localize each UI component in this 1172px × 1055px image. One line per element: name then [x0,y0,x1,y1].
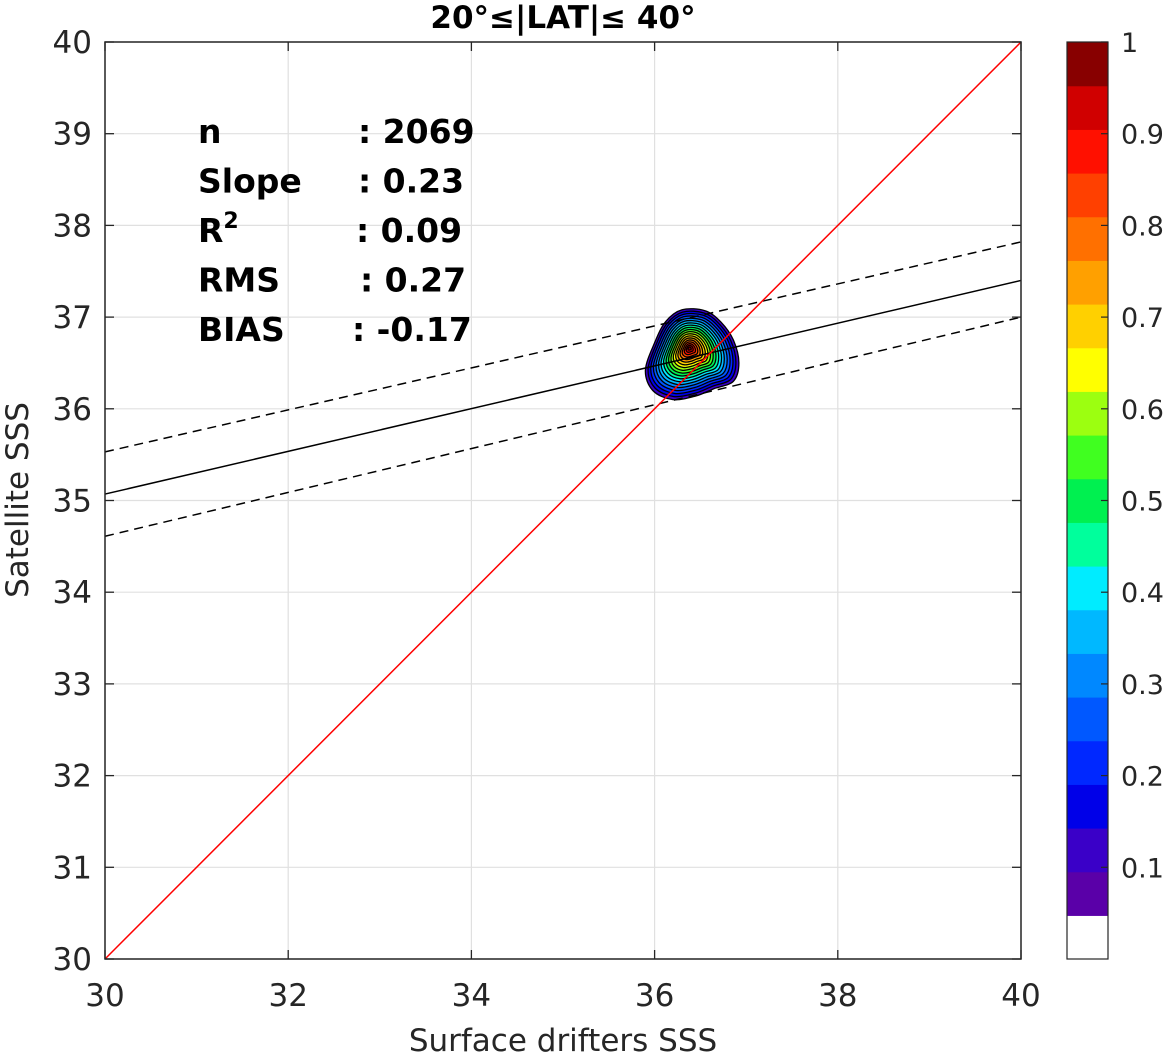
colorbar-segment [1067,260,1108,305]
fit-upper-bound-line [104,241,1022,453]
colorbar-segment [1067,85,1108,130]
colorbar-segment [1067,304,1108,349]
colorbar-tick-label: 0.2 [1121,762,1164,793]
colorbar-segment [1067,129,1108,174]
x-tick-label: 32 [268,978,307,1014]
y-axis-label: Satellite SSS [0,402,36,598]
density-contours [644,308,740,401]
colorbar-segment [1067,522,1108,567]
y-tick-label: 32 [53,759,92,795]
colorbar-segment [1067,871,1108,916]
y-tick-label: 40 [53,25,92,61]
colorbar-tick-label: 0.5 [1121,487,1164,518]
y-tick-label: 34 [53,575,92,611]
y-tick-label: 37 [53,300,92,336]
colorbar-tick-label: 1 [1121,28,1138,59]
colorbar-segment [1067,915,1108,960]
colorbar-segment [1067,42,1108,87]
x-axis-label: Surface drifters SSS [409,1023,717,1055]
colorbar-tick-label: 0.7 [1121,303,1164,334]
x-tick-label: 30 [85,978,124,1014]
statistics-box: n : 2069 Slope : 0.23 R2 : 0.09 RMS : 0.27 BIAS:… [198,112,475,349]
stat-label: R2 [198,209,239,250]
colorbar-tick-label: 0.6 [1121,395,1164,426]
colorbar-segment [1067,697,1108,742]
y-tick-label: 39 [53,117,92,153]
colorbar-segment [1067,216,1108,261]
stat-label: RMS [198,261,280,300]
colorbar-tick-label: 0.1 [1121,853,1164,884]
colorbar-segment [1067,784,1108,829]
colorbar-segment [1067,740,1108,785]
colorbar-tick-label: 0.8 [1121,211,1164,242]
y-tick-label: 31 [53,850,92,886]
x-tick-label: 38 [818,978,857,1014]
y-tick-label: 30 [53,942,92,978]
colorbar-segment [1067,347,1108,392]
x-tick-label: 36 [635,978,674,1014]
stat-label: n [198,112,222,151]
y-tick-label: 33 [53,667,92,703]
stat-value: : 0.23 [358,162,464,201]
colorbar-segment [1067,391,1108,436]
y-tick-label: 38 [53,208,92,244]
colorbar-tick-label: 0.9 [1121,120,1164,151]
fit-lower-bound-line [104,316,1022,537]
stat-value: : 0.27 [360,261,466,300]
stat-value: : -0.17 [352,310,472,349]
colorbar-segment [1067,653,1108,698]
colorbar-segment [1067,566,1108,611]
density-contour [687,346,692,351]
y-tick-label: 35 [53,484,92,520]
stat-value: : 0.09 [356,211,462,250]
colorbar-tick-label: 0.3 [1121,670,1164,701]
regression-lines [104,41,1022,960]
x-tick-label: 34 [452,978,491,1014]
stat-label: BIAS [198,310,285,349]
y-tick-label: 36 [53,392,92,428]
colorbar: 0.1 0.2 0.3 0.4 0.5 0.6 0.7 0.8 0.9 1 [1066,28,1164,960]
colorbar-segment [1067,173,1108,218]
chart-title: 20°≤|LAT|≤ 40° [430,0,695,36]
regression-fit-line [104,279,1022,495]
x-tick-label: 40 [1001,978,1040,1014]
stat-value: : 2069 [358,112,475,151]
axis-ticks: 30 32 34 36 38 40 30 31 32 33 34 35 36 37 38 39 40 [53,25,1041,1014]
identity-line [104,41,1022,960]
colorbar-tick-label: 0.4 [1121,578,1164,609]
colorbar-segment [1067,609,1108,654]
stat-label: Slope [198,162,302,201]
colorbar-segment [1067,828,1108,873]
colorbar-segment [1067,435,1108,480]
